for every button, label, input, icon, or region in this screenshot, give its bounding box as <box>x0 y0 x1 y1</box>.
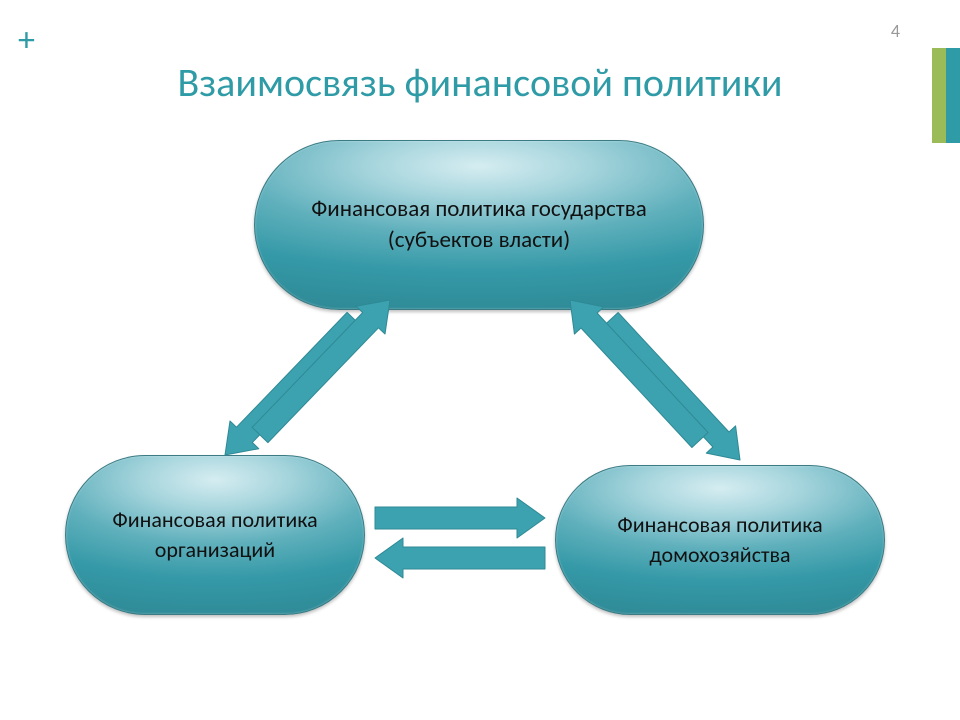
page-number: 4 <box>891 20 900 42</box>
node-organizations-policy: Финансовая политика организаций <box>65 455 365 615</box>
node-label: Финансовая политика государства (субъект… <box>295 194 663 256</box>
node-state-policy: Финансовая политика государства (субъект… <box>254 140 704 310</box>
node-label: Финансовая политика организаций <box>96 505 334 564</box>
plus-decoration: + <box>18 20 35 61</box>
node-label: Финансовая политика домохозяйства <box>586 510 854 569</box>
node-household-policy: Финансовая политика домохозяйства <box>555 465 885 615</box>
slide-title: Взаимосвязь финансовой политики <box>0 58 960 107</box>
